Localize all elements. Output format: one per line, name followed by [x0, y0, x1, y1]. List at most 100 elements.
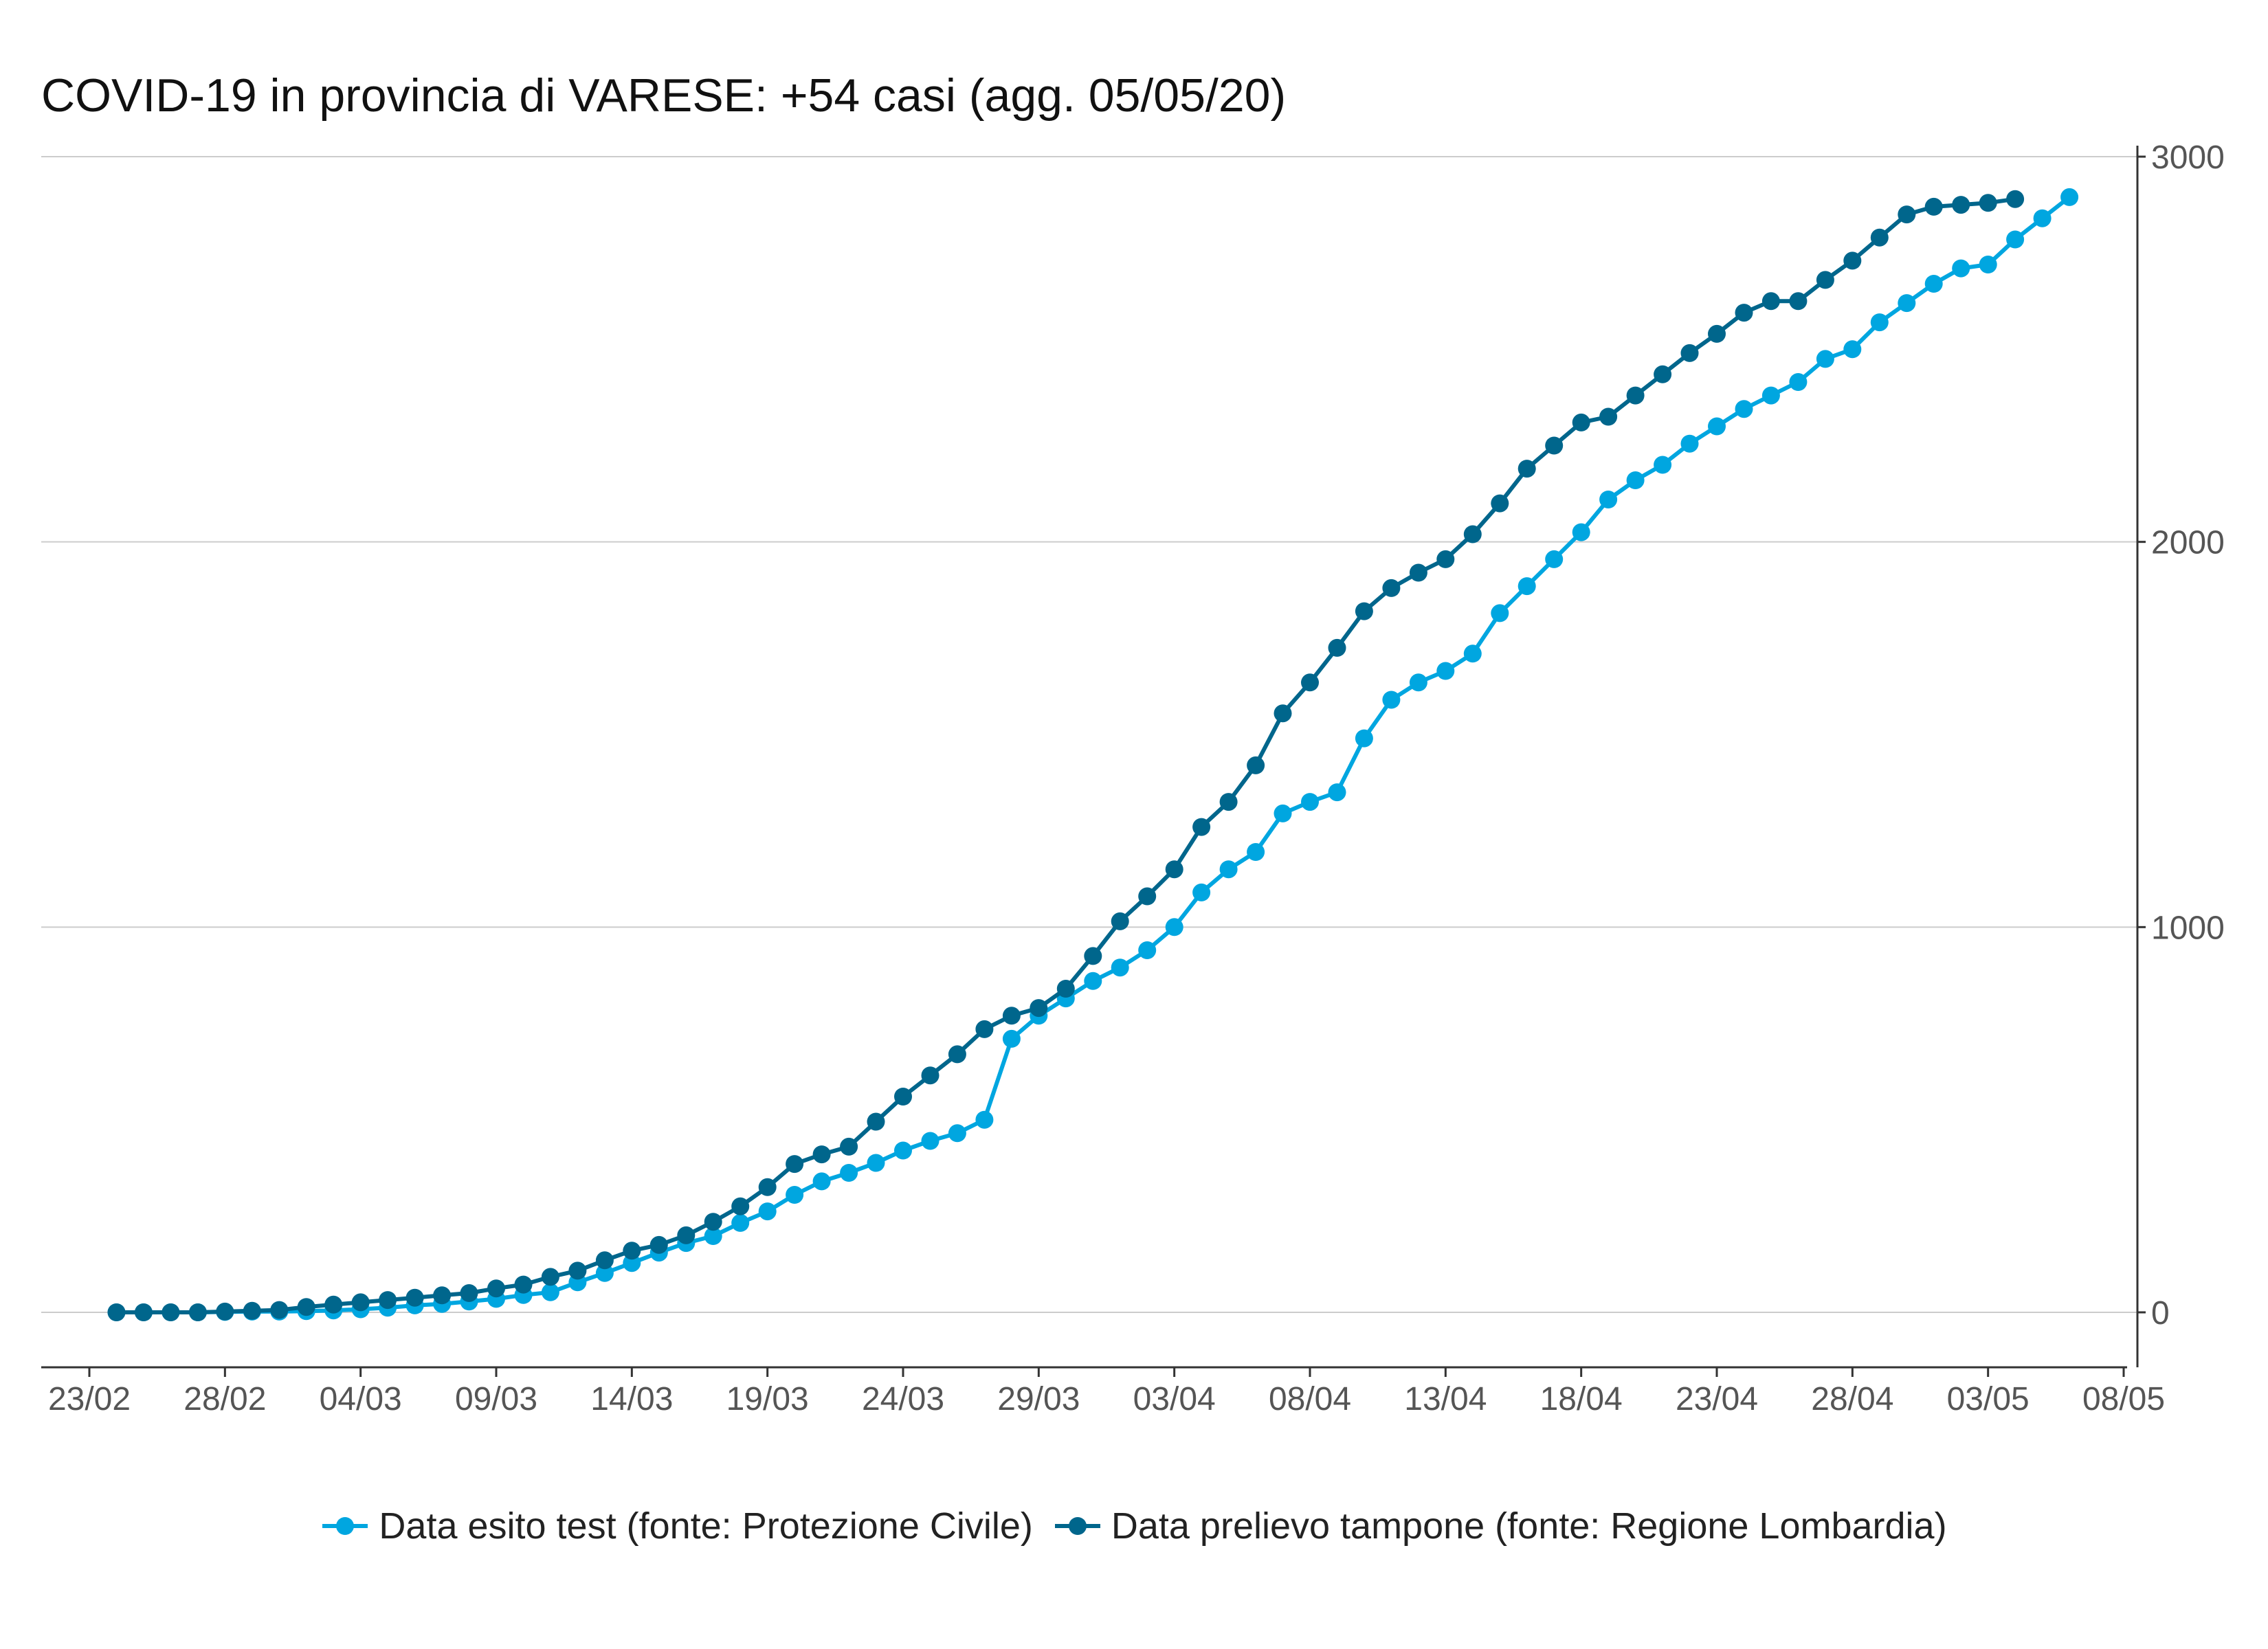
series-1-point-25: [786, 1155, 804, 1174]
data-series: [107, 188, 2079, 1321]
series-1-point-3: [188, 1303, 207, 1321]
legend-label-prelievo-tampone: Data prelievo tampone (fonte: Regione Lo…: [1111, 1505, 1947, 1547]
series-1-point-28: [867, 1112, 885, 1131]
series-1-point-53: [1545, 436, 1564, 455]
series-1-point-50: [1463, 525, 1482, 543]
series-0-point-57: [1654, 456, 1672, 474]
series-1-point-68: [1952, 196, 1970, 214]
series-1-point-15: [514, 1275, 533, 1294]
series-1-point-27: [840, 1137, 858, 1156]
series-1-point-0: [107, 1303, 126, 1321]
x-tick-label-5: 19/03: [726, 1381, 809, 1417]
chart-title: COVID-19 in provincia di VARESE: +54 cas…: [41, 69, 1287, 122]
series-0-point-36: [1084, 972, 1102, 990]
series-1-point-37: [1111, 912, 1129, 930]
series-0-point-29: [894, 1141, 912, 1160]
legend: Data esito test (fonte: Protezione Civil…: [0, 1505, 2268, 1547]
series-1-point-11: [405, 1288, 424, 1307]
series-1-point-58: [1680, 344, 1699, 362]
series-1-point-23: [731, 1197, 750, 1215]
series-1-point-14: [487, 1279, 505, 1298]
series-1-point-5: [243, 1301, 261, 1320]
series-1-point-67: [1924, 197, 1943, 216]
x-tick-label-0: 23/02: [48, 1381, 131, 1417]
series-1-point-13: [460, 1284, 478, 1302]
series-1-point-62: [1789, 292, 1808, 311]
series-1-point-48: [1409, 563, 1427, 582]
series-0-point-40: [1192, 883, 1211, 901]
series-1-point-38: [1138, 887, 1157, 906]
series-1-point-35: [1056, 980, 1075, 998]
series-1-point-19: [623, 1242, 641, 1260]
series-0-point-27: [840, 1164, 858, 1182]
series-0-point-67: [1924, 275, 1943, 293]
series-0-point-70: [2006, 230, 2025, 249]
series-1-point-8: [324, 1295, 343, 1314]
series-0-point-50: [1463, 644, 1482, 663]
series-1-point-33: [1002, 1007, 1021, 1025]
series-1-point-54: [1572, 413, 1590, 431]
series-1-point-57: [1654, 365, 1672, 383]
x-tick-label-10: 13/04: [1404, 1381, 1487, 1417]
series-1-point-46: [1355, 602, 1373, 620]
x-tick-label-4: 14/03: [590, 1381, 673, 1417]
series-0-point-58: [1680, 434, 1699, 453]
series-line-0: [116, 195, 2071, 1314]
series-1-point-63: [1816, 271, 1834, 289]
x-tick-label-3: 09/03: [455, 1381, 537, 1417]
series-1-point-55: [1599, 407, 1618, 426]
x-tick-label-11: 18/04: [1540, 1381, 1623, 1417]
legend-key-esito-test: [322, 1517, 368, 1535]
series-0-point-66: [1898, 294, 1916, 313]
series-0-point-61: [1761, 386, 1780, 405]
series-1-point-39: [1165, 860, 1183, 879]
series-0-point-37: [1111, 958, 1129, 977]
series-1-point-24: [758, 1178, 777, 1196]
series-0-point-31: [948, 1124, 966, 1143]
series-line-1: [116, 197, 2016, 1314]
series-0-point-64: [1843, 340, 1862, 359]
y-tick-label-1000: 1000: [2151, 910, 2225, 946]
series-0-point-42: [1247, 843, 1265, 861]
series-0-point-47: [1382, 691, 1401, 709]
series-1-point-2: [162, 1303, 180, 1321]
series-0-point-25: [786, 1186, 804, 1204]
series-0-point-22: [704, 1227, 722, 1245]
x-tick-label-8: 03/04: [1133, 1381, 1216, 1417]
x-tick-label-15: 08/05: [2082, 1381, 2165, 1417]
series-1-point-12: [433, 1286, 452, 1305]
y-tick-label-0: 0: [2151, 1295, 2170, 1332]
series-1-point-59: [1708, 324, 1726, 343]
legend-item-esito-test: Data esito test (fonte: Protezione Civil…: [321, 1505, 1033, 1547]
series-1-point-52: [1517, 460, 1536, 478]
series-1-point-64: [1843, 251, 1862, 270]
series-0-point-43: [1274, 804, 1292, 822]
series-1-point-47: [1382, 579, 1401, 597]
series-1-point-45: [1328, 638, 1346, 657]
series-1-point-17: [568, 1261, 587, 1280]
series-0-point-38: [1138, 941, 1157, 959]
series-0-point-48: [1409, 673, 1427, 692]
x-tick-label-9: 08/04: [1269, 1381, 1351, 1417]
series-0-point-30: [921, 1132, 940, 1150]
x-tick-label-2: 04/03: [320, 1381, 402, 1417]
legend-label-esito-test: Data esito test (fonte: Protezione Civil…: [379, 1505, 1033, 1547]
series-0-point-33: [1002, 1029, 1021, 1048]
series-0-point-39: [1165, 918, 1183, 936]
series-1-point-56: [1626, 386, 1645, 405]
series-0-point-16: [541, 1283, 559, 1301]
series-1-point-1: [134, 1303, 153, 1321]
series-0-point-60: [1735, 400, 1753, 418]
series-1-point-16: [541, 1268, 559, 1286]
series-0-point-51: [1491, 604, 1509, 622]
series-0-point-18: [595, 1264, 614, 1282]
gridlines: [41, 156, 2137, 1313]
series-1-point-22: [704, 1213, 722, 1231]
series-1-point-6: [270, 1301, 289, 1319]
series-1-point-69: [1979, 194, 1997, 212]
series-0-point-71: [2033, 209, 2052, 227]
series-0-point-56: [1626, 471, 1645, 489]
series-0-point-69: [1979, 256, 1997, 273]
x-tick-label-13: 28/04: [1811, 1381, 1893, 1417]
